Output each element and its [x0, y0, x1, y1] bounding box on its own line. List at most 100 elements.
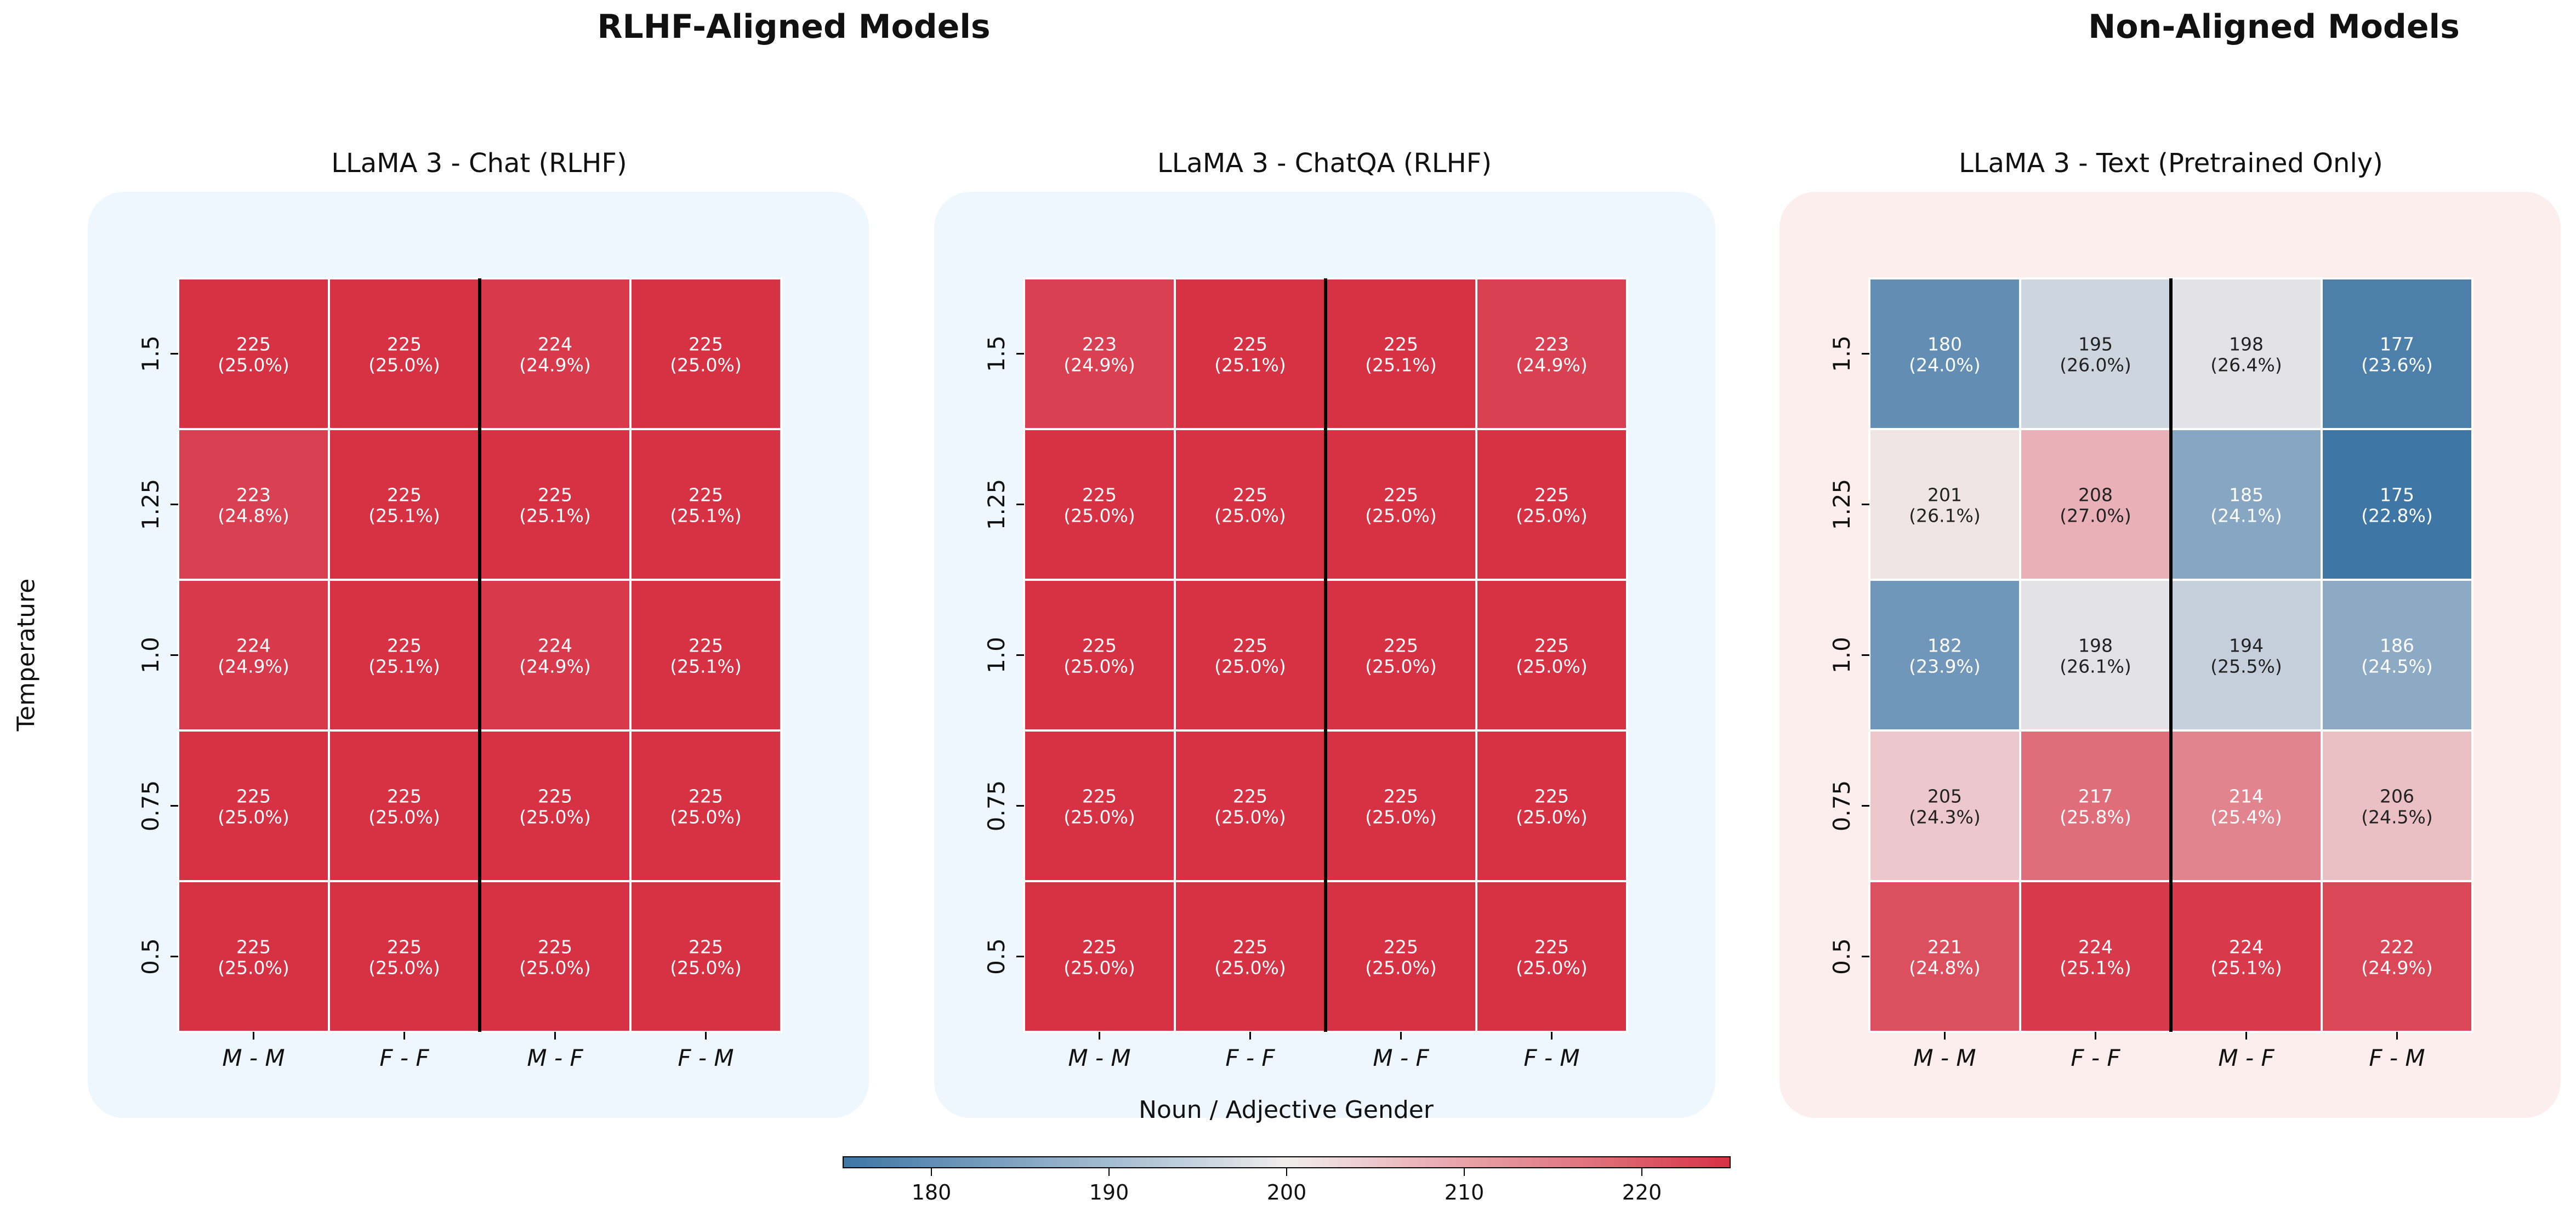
heatmap-cell [1868, 729, 2021, 882]
heatmap-cell [629, 428, 782, 581]
cell-percent: (25.1%) [670, 656, 742, 677]
cell-percent: (25.1%) [1365, 355, 1437, 376]
cell-percent: (24.9%) [1064, 355, 1135, 376]
cell-value: 224 [2229, 937, 2264, 958]
cell-value: 225 [1082, 786, 1117, 807]
cell-percent: (25.0%) [1365, 957, 1437, 979]
colorbar-tick-label: 190 [1089, 1180, 1129, 1204]
cell-value: 225 [689, 635, 723, 656]
cell-percent: (25.0%) [1365, 807, 1437, 828]
heatmap-cell [1868, 428, 2021, 581]
cell-value: 225 [1082, 484, 1117, 506]
cell-value: 225 [1384, 334, 1418, 355]
cell-value: 225 [1233, 635, 1267, 656]
cell-value: 225 [1384, 484, 1418, 506]
cell-value: 175 [2380, 484, 2414, 506]
heatmap-cell [1174, 729, 1327, 882]
heatmap-cell [1324, 579, 1477, 732]
cell-percent: (26.1%) [2060, 656, 2131, 677]
cell-value: 225 [387, 786, 422, 807]
heatmap-cell [1324, 428, 1477, 581]
colorbar-tick [931, 1168, 932, 1176]
cell-value: 223 [1534, 334, 1569, 355]
cell-percent: (24.9%) [519, 355, 591, 376]
cell-percent: (24.5%) [2361, 656, 2433, 677]
cell-value: 223 [1082, 334, 1117, 355]
cell-percent: (25.0%) [368, 807, 440, 828]
y-tick-label: 1.0 [1828, 637, 1855, 673]
y-tick-label: 1.5 [983, 335, 1010, 372]
cell-percent: (22.8%) [2361, 505, 2433, 527]
cell-value: 194 [2229, 635, 2264, 656]
cell-value: 186 [2380, 635, 2414, 656]
heatmap-cell [1023, 880, 1176, 1033]
cell-value: 221 [1927, 937, 1962, 958]
cell-value: 225 [1534, 937, 1569, 958]
cell-percent: (25.0%) [519, 957, 591, 979]
cell-value: 225 [1534, 484, 1569, 506]
cell-value: 225 [387, 484, 422, 506]
y-tick-label: 1.25 [983, 479, 1010, 530]
cell-value: 224 [538, 635, 572, 656]
cell-value: 225 [538, 484, 572, 506]
x-tick-label: F - M [1523, 1044, 1579, 1071]
heatmap-cell [2170, 729, 2323, 882]
cell-value: 225 [1082, 635, 1117, 656]
x-tick-label: M - M [1068, 1044, 1130, 1071]
heatmap-cell [2321, 277, 2473, 430]
colorbar-tick [1286, 1168, 1287, 1176]
cell-percent: (25.0%) [1064, 957, 1135, 979]
cell-value: 225 [689, 786, 723, 807]
heatmap-cell [1868, 880, 2021, 1033]
cell-percent: (24.9%) [2361, 957, 2433, 979]
heatmap-cell [328, 428, 481, 581]
cell-value: 225 [236, 786, 271, 807]
cell-percent: (26.1%) [1909, 505, 1981, 527]
cell-percent: (24.0%) [1909, 355, 1981, 376]
panel-title-chatqa: LLaMA 3 - ChatQA (RLHF) [1157, 148, 1492, 179]
cell-value: 185 [2229, 484, 2264, 506]
y-tick-label: 0.5 [137, 938, 164, 975]
y-tick-label: 1.5 [1828, 335, 1855, 372]
cell-percent: (25.1%) [368, 505, 440, 527]
cell-value: 225 [689, 937, 723, 958]
cell-value: 225 [1384, 786, 1418, 807]
cell-percent: (23.9%) [1909, 656, 1981, 677]
cell-value: 225 [387, 334, 422, 355]
heatmap-cell [177, 428, 330, 581]
cell-percent: (25.0%) [670, 957, 742, 979]
y-tick-label: 0.75 [137, 780, 164, 832]
cell-percent: (25.0%) [1064, 807, 1135, 828]
x-axis-label: Noun / Adjective Gender [1139, 1096, 1434, 1124]
cell-percent: (24.8%) [1909, 957, 1981, 979]
heatmap-cell [2019, 277, 2172, 430]
heatmap-cell [629, 277, 782, 430]
cell-percent: (25.0%) [368, 957, 440, 979]
panel-title-chat: LLaMA 3 - Chat (RLHF) [331, 148, 627, 179]
heatmap-cell [2019, 428, 2172, 581]
panel-title-text: LLaMA 3 - Text (Pretrained Only) [1959, 148, 2383, 179]
cell-percent: (25.1%) [1214, 355, 1286, 376]
cell-value: 225 [1233, 334, 1267, 355]
heatmap-cell [1174, 880, 1327, 1033]
cell-percent: (25.0%) [218, 957, 289, 979]
cell-value: 201 [1927, 484, 1962, 506]
cell-percent: (25.0%) [1516, 957, 1588, 979]
heatmap-cell [1174, 428, 1327, 581]
cell-value: 222 [2380, 937, 2414, 958]
heatmap-cell [1023, 428, 1176, 581]
cell-percent: (25.0%) [1214, 957, 1286, 979]
heatmap-cell [2321, 428, 2473, 581]
cell-value: 225 [538, 937, 572, 958]
heatmap-cell [177, 880, 330, 1033]
y-tick-label: 0.75 [983, 780, 1010, 832]
cell-value: 225 [538, 786, 572, 807]
cell-value: 224 [2078, 937, 2113, 958]
heatmap-cell [1324, 277, 1477, 430]
cell-percent: (25.0%) [1365, 656, 1437, 677]
cell-value: 225 [1233, 786, 1267, 807]
cell-value: 198 [2078, 635, 2113, 656]
cell-percent: (25.0%) [368, 355, 440, 376]
x-tick-label: M - F [527, 1044, 583, 1071]
